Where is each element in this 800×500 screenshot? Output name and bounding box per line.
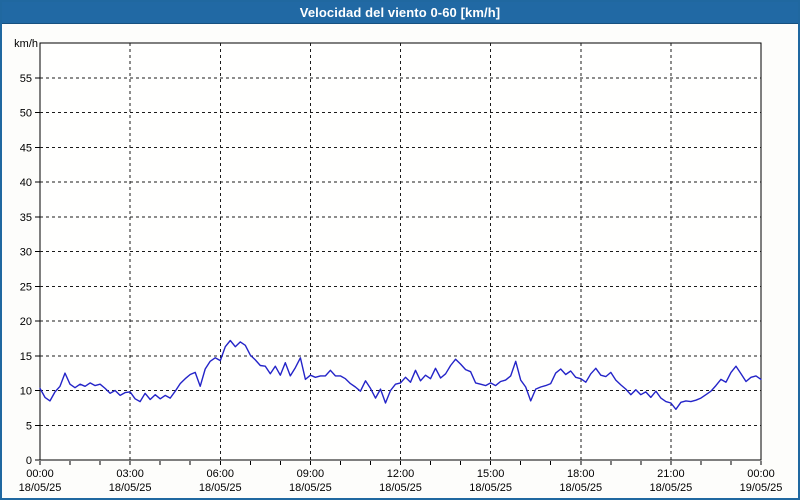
x-tick-date-label: 18/05/25: [559, 482, 602, 494]
y-tick-label: 25: [20, 281, 32, 293]
y-tick-label: 30: [20, 247, 32, 259]
x-tick-time-label: 09:00: [297, 468, 325, 480]
title-bar: Velocidad del viento 0-60 [km/h]: [2, 2, 798, 24]
chart-title: Velocidad del viento 0-60 [km/h]: [299, 5, 501, 20]
x-tick-date-label: 18/05/25: [379, 482, 422, 494]
x-tick-time-label: 12:00: [387, 468, 415, 480]
y-tick-label: 15: [20, 351, 32, 363]
y-tick-label: 10: [20, 386, 32, 398]
x-tick-time-label: 18:00: [567, 468, 595, 480]
x-tick-time-label: 00:00: [747, 468, 775, 480]
x-tick-time-label: 00:00: [26, 468, 54, 480]
y-tick-label: 45: [20, 142, 32, 154]
x-tick-date-label: 18/05/25: [199, 482, 242, 494]
x-tick-date-label: 18/05/25: [19, 482, 62, 494]
y-tick-label: 5: [26, 420, 32, 432]
x-tick-date-label: 19/05/25: [740, 482, 783, 494]
x-tick-date-label: 18/05/25: [289, 482, 332, 494]
x-tick-time-label: 03:00: [116, 468, 144, 480]
x-tick-date-label: 18/05/25: [469, 482, 512, 494]
x-tick-time-label: 06:00: [206, 468, 234, 480]
y-axis-unit-label: km/h: [14, 38, 38, 50]
x-tick-time-label: 15:00: [477, 468, 505, 480]
wind-speed-line: [39, 339, 762, 410]
y-tick-label: 50: [20, 108, 32, 120]
y-tick-label: 35: [20, 212, 32, 224]
x-tick-time-label: 21:00: [657, 468, 685, 480]
x-tick-date-label: 18/05/25: [649, 482, 692, 494]
x-tick-date-label: 18/05/25: [109, 482, 152, 494]
y-tick-label: 20: [20, 316, 32, 328]
y-tick-label: 55: [20, 73, 32, 85]
y-tick-label: 0: [26, 455, 32, 467]
y-tick-label: 40: [20, 177, 32, 189]
